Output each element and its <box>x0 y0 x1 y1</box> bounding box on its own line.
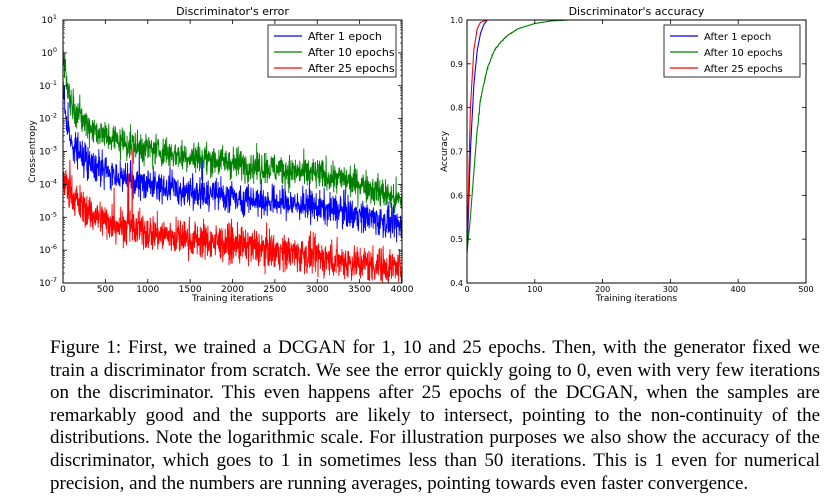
legend-label: After 1 epoch <box>308 30 382 43</box>
x-tick-label: 4000 <box>391 285 414 295</box>
legend-label: After 10 epochs <box>704 48 783 59</box>
x-tick-label: 100 <box>527 285 542 294</box>
y-tick-label: 10-2 <box>39 112 57 125</box>
series-line-2 <box>467 20 806 253</box>
figure-caption: Figure 1: First, we trained a DCGAN for … <box>50 337 820 494</box>
y-tick-label: 10-5 <box>39 210 57 223</box>
legend: After 1 epoch After 10 epochs After 25 epo… <box>663 24 801 78</box>
legend-label: After 1 epoch <box>704 32 771 43</box>
y-tick-label: 101 <box>41 13 57 26</box>
x-tick-label: 500 <box>798 285 813 294</box>
chart-1: Discriminator's error Training iterations… <box>28 5 414 304</box>
y-tick-label: 0.8 <box>450 104 463 113</box>
legend-label: After 25 epochs <box>308 62 395 75</box>
y-tick-label: 0.9 <box>450 60 463 69</box>
x-axis-label: Training iterations <box>191 294 273 304</box>
y-tick-label: 0.5 <box>450 235 463 244</box>
x-axis-label: Training iterations <box>595 294 677 304</box>
figure-charts: Discriminator's error Training iterations… <box>28 5 814 304</box>
x-tick-label: 0 <box>60 285 66 295</box>
y-axis-label: Accuracy <box>440 130 450 172</box>
y-tick-label: 0.7 <box>450 148 463 157</box>
y-tick-label: 1.0 <box>450 16 463 25</box>
series-line-2 <box>63 41 402 213</box>
x-tick-label: 2500 <box>263 285 286 295</box>
y-tick-label: 10-4 <box>39 177 57 190</box>
series-line-1 <box>63 79 402 243</box>
x-tick-label: 500 <box>97 285 114 295</box>
x-tick-label: 1000 <box>136 285 159 295</box>
series-group <box>467 20 806 253</box>
chart-title: Discriminator's error <box>176 5 289 18</box>
chart-2: Discriminator's accuracy Training iterati… <box>440 5 814 304</box>
y-tick-label: 10-6 <box>39 243 57 256</box>
x-tick-label: 3000 <box>306 285 329 295</box>
x-tick-label: 3500 <box>348 285 371 295</box>
x-tick-label: 200 <box>595 285 610 294</box>
y-tick-label: 10-1 <box>39 79 57 92</box>
y-tick-label: 0.6 <box>450 191 463 200</box>
y-axis-label: Cross-entropy <box>28 119 38 182</box>
chart-title: Discriminator's accuracy <box>569 5 705 18</box>
y-tick-label: 0.4 <box>450 279 463 288</box>
y-tick-label: 10-3 <box>39 145 57 158</box>
x-tick-label: 1500 <box>179 285 202 295</box>
x-tick-label: 2000 <box>221 285 244 295</box>
x-tick-label: 400 <box>731 285 746 294</box>
legend: After 1 epoch After 10 epochs After 25 epo… <box>267 24 397 78</box>
series-group <box>63 41 402 283</box>
x-tick-label: 0 <box>464 285 469 294</box>
legend-label: After 25 epochs <box>704 64 783 75</box>
x-tick-label: 300 <box>663 285 678 294</box>
y-tick-label: 10-7 <box>39 276 57 289</box>
y-tick-label: 100 <box>41 46 57 59</box>
legend-label: After 10 epochs <box>308 46 395 59</box>
figure: Discriminator's error Training iterations… <box>28 5 814 304</box>
series-line-3 <box>63 148 402 283</box>
